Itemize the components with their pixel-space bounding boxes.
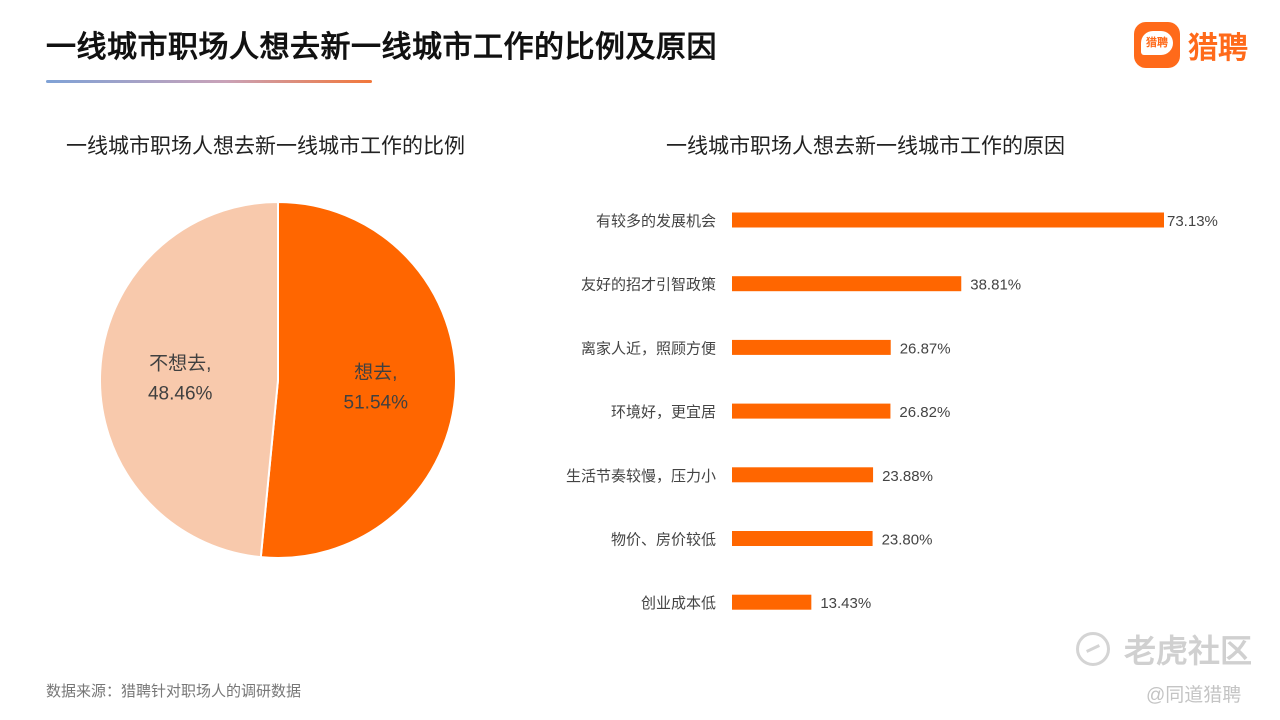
watermark-site: 老虎社区 xyxy=(1124,633,1253,669)
bar-value-label: 26.82% xyxy=(899,404,950,421)
pie-chart-title: 一线城市职场人想去新一线城市工作的比例 xyxy=(66,135,465,158)
bar-category-label: 创业成本低 xyxy=(641,595,716,612)
bar-value-label: 23.80% xyxy=(882,532,933,549)
pie-label: 不想去, xyxy=(149,352,211,374)
bar xyxy=(732,212,1164,228)
pie-label: 想去, xyxy=(354,362,397,384)
bar-chart-title: 一线城市职场人想去新一线城市工作的原因 xyxy=(666,135,1065,158)
bar xyxy=(732,339,891,355)
bar-category-label: 环境好，更宜居 xyxy=(611,403,716,421)
brand: 猎聘 猎聘 xyxy=(1134,22,1248,68)
bar-value-label: 73.13% xyxy=(1167,213,1218,230)
page-title: 一线城市职场人想去新一线城市工作的比例及原因 xyxy=(46,31,717,64)
bar-value-label: 26.87% xyxy=(900,340,951,357)
watermark-handle: @同道猎聘 xyxy=(1146,685,1242,706)
bar-value-label: 13.43% xyxy=(820,595,871,612)
bar-value-label: 23.88% xyxy=(882,468,933,485)
bar xyxy=(732,467,874,483)
bar-category-label: 友好的招才引智政策 xyxy=(581,276,716,294)
bar xyxy=(732,531,873,546)
bar-category-label: 离家人近，照顾方便 xyxy=(581,340,716,357)
pie-slice xyxy=(99,200,279,559)
watermark-logo-icon xyxy=(1076,632,1110,666)
pie-value-label: 48.46% xyxy=(148,383,213,404)
bar-chart: 有较多的发展机会 73.13% 友好的招才引智政策 38.81% 离家人近，照顾方便 26… xyxy=(566,212,1218,612)
data-source-note: 数据来源：猎聘针对职场人的调研数据 xyxy=(46,683,302,700)
watermark: 老虎社区 xyxy=(1076,626,1252,672)
title-underline xyxy=(46,80,372,83)
bar xyxy=(732,276,962,292)
pie-slice xyxy=(259,200,457,559)
brand-logo-text: 猎聘 xyxy=(1141,31,1173,55)
brand-name: 猎聘 xyxy=(1188,32,1248,65)
brand-logo-icon: 猎聘 xyxy=(1134,22,1180,68)
bar-category-label: 生活节奏较慢，压力小 xyxy=(566,467,716,485)
bar xyxy=(732,403,891,419)
bar-category-label: 物价、房价较低 xyxy=(611,531,716,549)
bar-value-label: 38.81% xyxy=(970,277,1021,294)
pie-chart: 想去, 51.54% 不想去, 48.46% xyxy=(99,200,457,559)
pie-value-label: 51.54% xyxy=(344,393,409,414)
bar xyxy=(732,594,812,610)
bar-category-label: 有较多的发展机会 xyxy=(596,212,716,230)
